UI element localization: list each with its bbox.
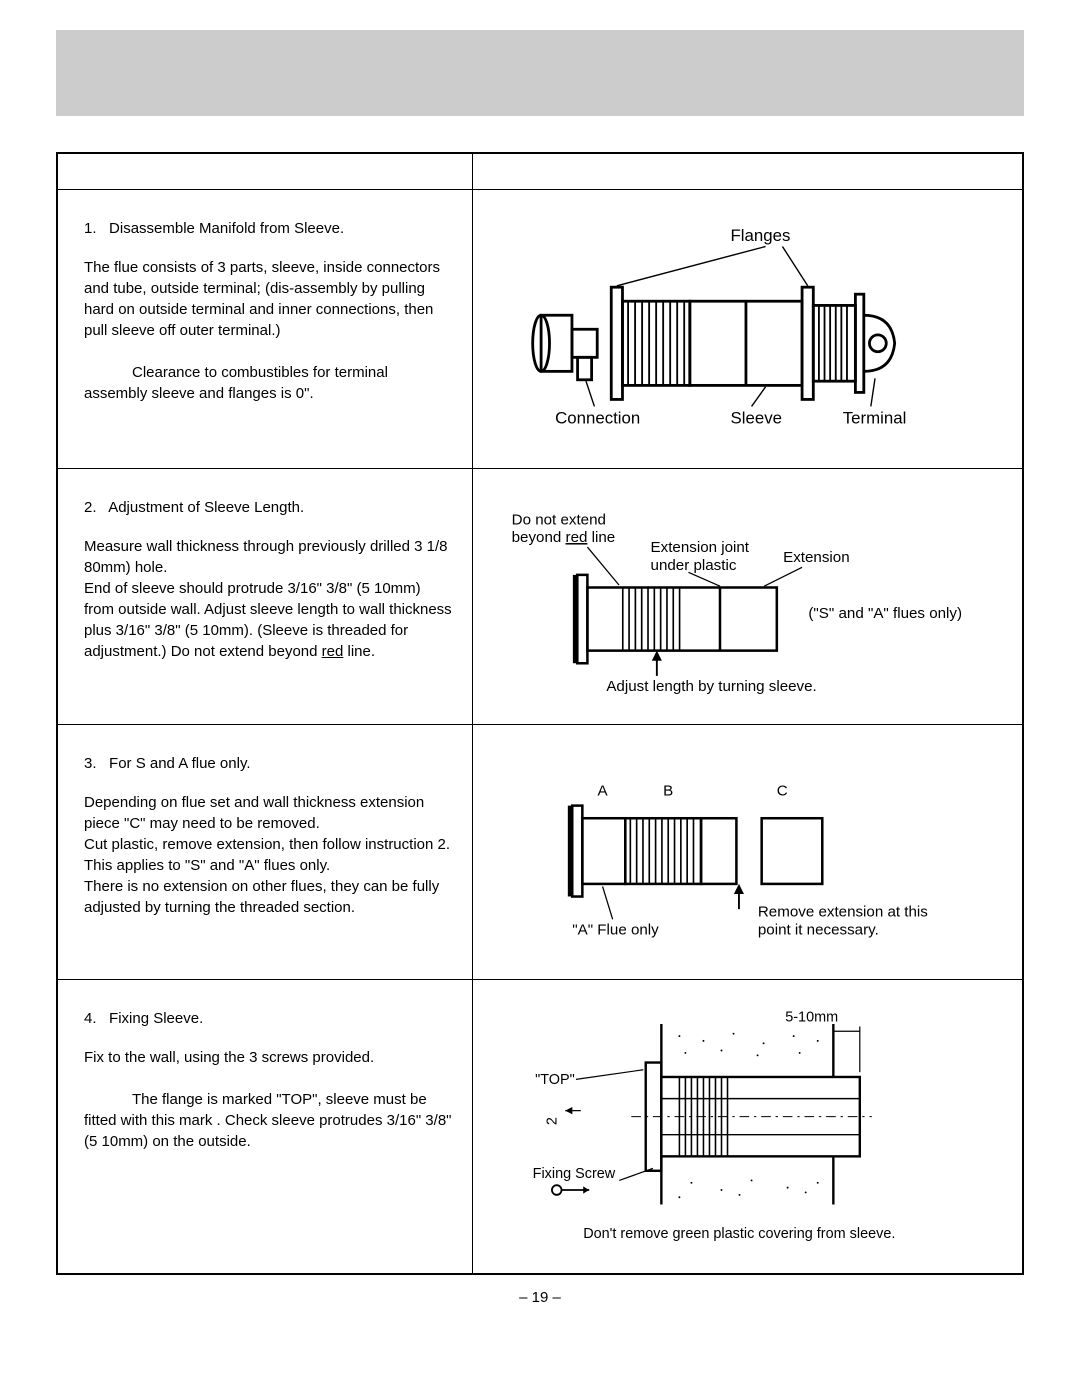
- step1-diagram: Flanges Connection Sleeve Terminal: [472, 189, 1023, 469]
- page-number: – 19 –: [56, 1289, 1024, 1306]
- step-title: Fixing Sleeve.: [109, 1010, 203, 1027]
- table-header-row: [57, 153, 1023, 189]
- label-flanges: Flanges: [730, 225, 790, 244]
- step2-diagram: Do not extend beyond red line Extension …: [472, 469, 1023, 725]
- label-adjust: Adjust length by turning sleeve.: [606, 678, 816, 695]
- label-extension: Extension: [783, 549, 850, 566]
- label-terminal: Terminal: [843, 408, 907, 427]
- label-dne-b: beyond red line: [512, 529, 616, 546]
- label-connection: Connection: [555, 408, 640, 427]
- label-B: B: [663, 782, 673, 799]
- step1-text: 1. Disassemble Manifold from Sleeve. The…: [57, 189, 472, 469]
- step-title: For S and A flue only.: [109, 755, 250, 772]
- table-row: 1. Disassemble Manifold from Sleeve. The…: [57, 189, 1023, 469]
- diagram2-svg: Do not extend beyond red line Extension …: [499, 489, 1004, 704]
- diagram3-svg: A B C: [499, 745, 1004, 960]
- step-body-a: Measure wall thickness through previousl…: [84, 536, 454, 578]
- label-dont-remove: Don't remove green plastic covering from…: [583, 1227, 895, 1243]
- diagram4-svg: 5-10mm: [499, 1000, 1004, 1253]
- label-A: A: [597, 782, 608, 799]
- step2-text: 2. Adjustment of Sleeve Length. Measure …: [57, 469, 472, 725]
- label-C: C: [777, 782, 788, 799]
- step-body-b: End of sleeve should protrude 3/16" 3/8"…: [84, 578, 454, 662]
- step-body: The flue consists of 3 parts, sleeve, in…: [84, 257, 454, 341]
- instruction-table: 1. Disassemble Manifold from Sleeve. The…: [56, 152, 1024, 1275]
- step-number: 3.: [84, 755, 97, 772]
- label-dne-a: Do not extend: [512, 511, 606, 528]
- label-sa-only: ("S" and "A" flues only): [808, 605, 962, 622]
- diagram1-svg: Flanges Connection Sleeve Terminal: [499, 210, 1004, 449]
- header-cell-left: [57, 153, 472, 189]
- step-title: Adjustment of Sleeve Length.: [108, 499, 304, 516]
- step-note: The flange is marked "TOP", sleeve must …: [84, 1089, 454, 1152]
- label-ext-joint-a: Extension joint: [650, 539, 749, 556]
- step-title: Disassemble Manifold from Sleeve.: [109, 220, 344, 237]
- step-note: Clearance to combustibles for terminal a…: [84, 362, 454, 404]
- label-dim: 5-10mm: [785, 1010, 838, 1026]
- label-remove-a: Remove extension at this: [758, 903, 928, 920]
- table-row: 3. For S and A flue only. Depending on f…: [57, 724, 1023, 980]
- table-row: 4. Fixing Sleeve. Fix to the wall, using…: [57, 980, 1023, 1274]
- step-body: Depending on flue set and wall thickness…: [84, 792, 454, 918]
- label-remove-b: point it necessary.: [758, 921, 879, 938]
- label-a-flue: "A" Flue only: [572, 921, 659, 938]
- label-top: "TOP": [535, 1073, 575, 1089]
- step3-text: 3. For S and A flue only. Depending on f…: [57, 724, 472, 980]
- step-number: 1.: [84, 220, 97, 237]
- step-number: 2.: [84, 499, 97, 516]
- header-bar: [56, 30, 1024, 116]
- table-row: 2. Adjustment of Sleeve Length. Measure …: [57, 469, 1023, 725]
- step3-diagram: A B C: [472, 724, 1023, 980]
- label-ext-joint-b: under plastic: [650, 557, 736, 574]
- label-two: 2: [545, 1117, 561, 1125]
- step4-text: 4. Fixing Sleeve. Fix to the wall, using…: [57, 980, 472, 1274]
- page: 1. Disassemble Manifold from Sleeve. The…: [0, 0, 1080, 1326]
- step4-diagram: 5-10mm: [472, 980, 1023, 1274]
- step-number: 4.: [84, 1010, 97, 1027]
- label-fixing-screw: Fixing Screw: [533, 1166, 616, 1182]
- header-cell-right: [472, 153, 1023, 189]
- label-sleeve: Sleeve: [730, 408, 781, 427]
- step-body: Fix to the wall, using the 3 screws prov…: [84, 1047, 454, 1068]
